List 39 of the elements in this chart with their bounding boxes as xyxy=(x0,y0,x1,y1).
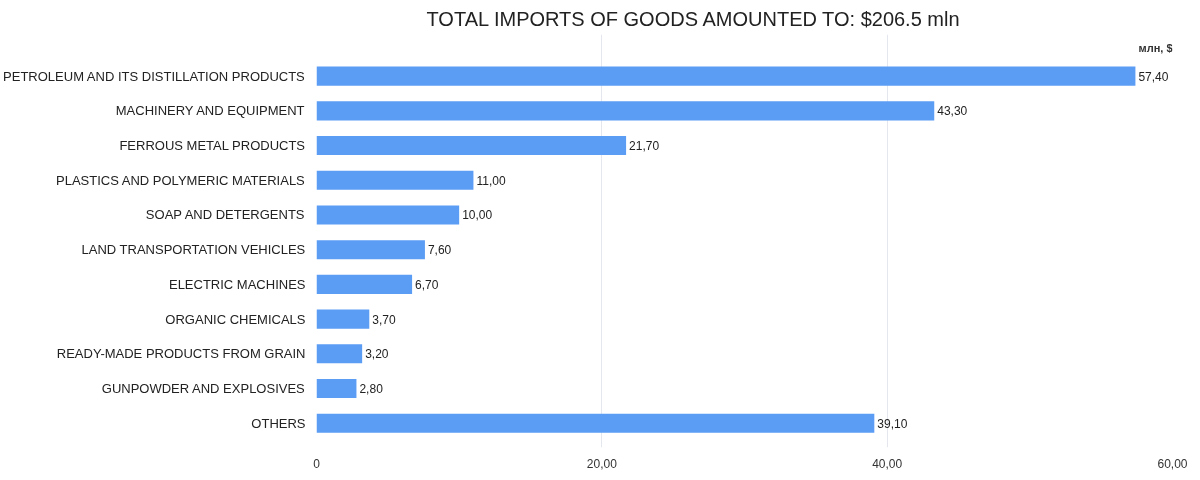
bar xyxy=(316,170,474,190)
data-label: 2,80 xyxy=(359,382,384,396)
y-tick-label: OTHERS xyxy=(251,415,306,431)
bar xyxy=(316,101,935,121)
bar xyxy=(316,378,357,399)
bar xyxy=(316,274,413,294)
data-label: 3,70 xyxy=(372,312,396,327)
y-tick-label: PETROLEUM AND ITS DISTILLATION PRODUCTS xyxy=(3,68,306,84)
x-tick-label: 40,00 xyxy=(872,456,903,471)
x-tick-label: 0 xyxy=(313,456,321,471)
x-axis-title: млн, $ xyxy=(1138,41,1173,54)
x-tick-label: 60,00 xyxy=(1157,456,1188,471)
x-tick-label: 20,00 xyxy=(586,456,618,471)
data-label: 7,60 xyxy=(427,243,452,258)
data-label: 3,20 xyxy=(365,347,389,362)
data-label: 10,00 xyxy=(462,208,493,223)
y-tick-label: PLASTICS AND POLYMERIC MATERIALS xyxy=(56,172,306,188)
data-label: 57,40 xyxy=(1138,69,1169,84)
bar xyxy=(316,344,363,364)
data-label: 43,30 xyxy=(937,104,968,119)
y-tick-label: ORGANIC CHEMICALS xyxy=(165,311,306,327)
y-tick-label: MACHINERY AND EQUIPMENT xyxy=(115,103,305,119)
bar xyxy=(316,413,875,433)
data-label: 21,70 xyxy=(629,139,660,154)
y-tick-label: READY-MADE PRODUCTS FROM GRAIN xyxy=(56,346,306,362)
y-tick-label: SOAP AND DETERGENTS xyxy=(145,207,305,223)
y-tick-label: GUNPOWDER AND EXPLOSIVES xyxy=(101,381,306,396)
bar xyxy=(316,66,1136,86)
y-tick-label: LAND TRANSPORTATION VEHICLES xyxy=(81,242,306,258)
bar xyxy=(316,309,370,329)
bar xyxy=(316,136,627,156)
data-label: 11,00 xyxy=(476,173,506,188)
data-label: 6,70 xyxy=(415,277,439,292)
bar xyxy=(316,205,460,225)
chart-title: TOTAL IMPORTS OF GOODS AMOUNTED TO: $206.5 mln xyxy=(426,7,960,30)
y-tick-label: ELECTRIC MACHINES xyxy=(168,276,306,292)
data-label: 39,10 xyxy=(877,416,908,431)
y-tick-label: FERROUS METAL PRODUCTS xyxy=(119,138,306,154)
bar xyxy=(316,240,425,260)
